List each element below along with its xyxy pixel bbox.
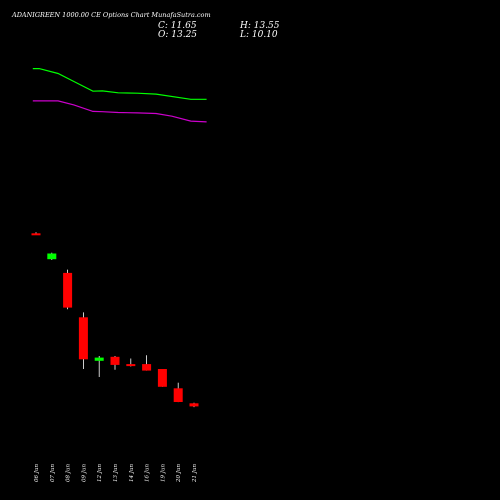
candle-20-jun [173, 382, 183, 403]
candle-14-jun [126, 358, 136, 367]
series-line-1 [32, 67, 207, 100]
x-tick-label: 09 Jun [81, 464, 87, 482]
candle-body [47, 253, 57, 260]
candle-08-jun [63, 269, 73, 310]
candle-body [78, 317, 88, 360]
chart-title: ADANIGREEN 1000.00 CE Options Chart Muna… [11, 11, 211, 19]
candle-09-jun [78, 312, 88, 369]
candles [31, 232, 199, 408]
ohlc-low-readout: L: 10.10 [239, 30, 278, 40]
ohlc-open-readout: O: 13.25 [158, 30, 197, 40]
candle-07-jun [47, 252, 57, 260]
candle-13-jun [110, 356, 120, 370]
candle-16-jun [142, 355, 152, 371]
candle-body [173, 388, 183, 402]
series-line-2 [32, 100, 207, 123]
ohlc-close-readout: C: 11.65 [158, 21, 197, 31]
x-tick-label: 06 Jun [34, 464, 40, 482]
x-tick-label: 07 Jun [50, 464, 56, 482]
x-tick-label: 14 Jun [129, 464, 135, 482]
x-tick-label: 20 Jun [176, 464, 182, 483]
x-tick-label: 13 Jun [113, 464, 119, 482]
candle-body [110, 356, 120, 365]
candle-body [63, 272, 73, 308]
x-tick-label: 19 Jun [160, 464, 166, 482]
moving-average-lines [32, 67, 207, 123]
x-axis-labels: 06 Jun 07 Jun 08 Jun 09 Jun 12 Jun 13 Jun 14 J… [34, 464, 198, 483]
candle-body [142, 364, 152, 371]
candle-body [189, 403, 199, 407]
x-tick-label: 16 Jun [145, 464, 151, 482]
x-tick-label: 12 Jun [97, 464, 103, 482]
candle-body [31, 233, 41, 236]
candle-body [126, 364, 136, 367]
candle-12-jun [94, 356, 104, 377]
candle-06-jun [31, 232, 41, 236]
x-tick-label: 08 Jun [66, 464, 72, 482]
candle-body [94, 357, 104, 361]
x-tick-label: 21 Jun [192, 464, 198, 483]
candle-body [157, 369, 167, 387]
ohlc-high-readout: H: 13.55 [239, 21, 280, 31]
candle-19-jun [157, 369, 167, 387]
candle-21-jun [189, 402, 199, 408]
